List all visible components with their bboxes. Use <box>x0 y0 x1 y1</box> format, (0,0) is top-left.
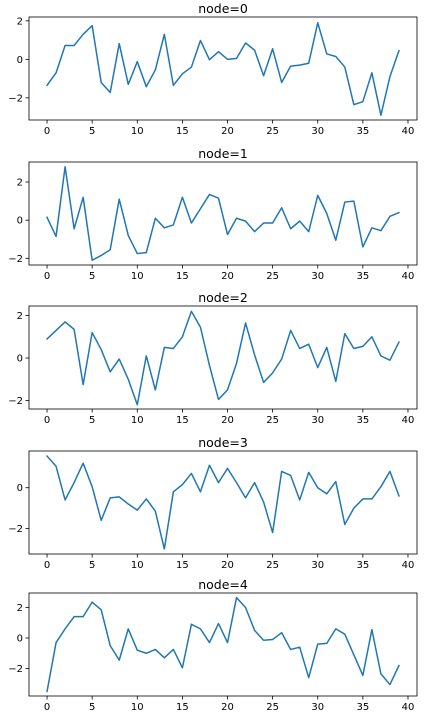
axes-frame <box>28 16 418 121</box>
x-tick-label: 5 <box>89 126 95 137</box>
axes-frame <box>28 592 418 697</box>
x-tick-label: 40 <box>402 126 415 137</box>
x-tick-label: 30 <box>311 415 324 426</box>
series-line <box>46 166 400 261</box>
x-tick-label: 5 <box>89 560 95 571</box>
series-line <box>46 22 400 116</box>
y-tick-label: −2 <box>8 664 23 675</box>
y-tick-label: 0 <box>17 55 23 66</box>
x-tick-label: 0 <box>44 271 50 282</box>
x-tick-label: 25 <box>266 271 279 282</box>
x-tick-label: 30 <box>311 702 324 712</box>
axes-frame <box>28 305 418 410</box>
subplot-node-3: node=3 0 5 10 15 20 25 30 35 40 −2 0 <box>8 435 418 571</box>
axes-frame <box>28 450 418 555</box>
subplot-title: node=0 <box>198 1 248 16</box>
x-tick-label: 25 <box>266 702 279 712</box>
y-tick-label: 2 <box>17 311 23 322</box>
series-line <box>45 310 400 406</box>
x-tick-label: 15 <box>176 560 189 571</box>
x-tick-label: 40 <box>402 702 415 712</box>
x-tick-label: 10 <box>131 271 144 282</box>
x-tick-label: 20 <box>221 126 234 137</box>
subplot-title: node=3 <box>198 435 248 450</box>
x-tick-label: 20 <box>221 271 234 282</box>
x-tick-label: 0 <box>44 560 50 571</box>
subplot-title: node=4 <box>198 577 248 592</box>
x-tick-label: 0 <box>44 126 50 137</box>
series-line <box>46 596 400 693</box>
y-tick-label: 0 <box>17 216 23 227</box>
subplot-node-0: node=0 0 5 10 15 20 25 30 35 40 −2 0 2 <box>8 1 418 137</box>
x-tick-label: 5 <box>89 271 95 282</box>
x-tick-label: 15 <box>176 415 189 426</box>
x-tick-label: 15 <box>176 126 189 137</box>
subplot-title: node=1 <box>198 146 248 161</box>
subplot-node-2: node=2 0 5 10 15 20 25 30 35 40 −2 0 2 <box>8 290 418 426</box>
x-tick-label: 40 <box>402 271 415 282</box>
y-tick-label: 2 <box>17 603 23 614</box>
y-tick-label: 2 <box>17 178 23 189</box>
x-tick-label: 35 <box>356 126 369 137</box>
y-tick-label: 0 <box>17 483 23 494</box>
x-tick-label: 30 <box>311 271 324 282</box>
subplot-node-4: node=4 0 5 10 15 20 25 30 35 40 −2 0 2 <box>8 577 418 712</box>
x-tick-label: 0 <box>44 415 50 426</box>
y-tick-label: 2 <box>17 16 23 27</box>
x-tick-label: 10 <box>131 702 144 712</box>
x-tick-label: 10 <box>131 126 144 137</box>
y-tick-label: 0 <box>17 354 23 365</box>
x-tick-label: 35 <box>356 271 369 282</box>
x-tick-label: 35 <box>356 560 369 571</box>
x-tick-label: 25 <box>266 126 279 137</box>
axes-frame <box>28 161 418 266</box>
x-tick-label: 10 <box>131 560 144 571</box>
y-tick-label: −2 <box>8 254 23 265</box>
series-line <box>45 455 400 550</box>
x-tick-label: 25 <box>266 415 279 426</box>
x-tick-label: 35 <box>356 415 369 426</box>
x-tick-label: 30 <box>311 560 324 571</box>
y-tick-label: −2 <box>8 396 23 407</box>
x-tick-label: 5 <box>89 415 95 426</box>
x-tick-label: 15 <box>176 271 189 282</box>
x-tick-label: 15 <box>176 702 189 712</box>
x-tick-label: 5 <box>89 702 95 712</box>
x-tick-label: 0 <box>44 702 50 712</box>
y-tick-label: −2 <box>8 93 23 104</box>
y-tick-label: 0 <box>17 634 23 645</box>
x-tick-label: 10 <box>131 415 144 426</box>
x-tick-label: 20 <box>221 415 234 426</box>
x-tick-label: 40 <box>402 415 415 426</box>
x-tick-label: 25 <box>266 560 279 571</box>
x-tick-label: 30 <box>311 126 324 137</box>
subplot-node-1: node=1 0 5 10 15 20 25 30 35 40 −2 0 2 <box>8 146 418 282</box>
x-tick-label: 20 <box>221 702 234 712</box>
subplot-title: node=2 <box>198 290 248 305</box>
x-tick-label: 35 <box>356 702 369 712</box>
x-tick-label: 20 <box>221 560 234 571</box>
y-tick-label: −2 <box>8 524 23 535</box>
x-tick-label: 40 <box>402 560 415 571</box>
